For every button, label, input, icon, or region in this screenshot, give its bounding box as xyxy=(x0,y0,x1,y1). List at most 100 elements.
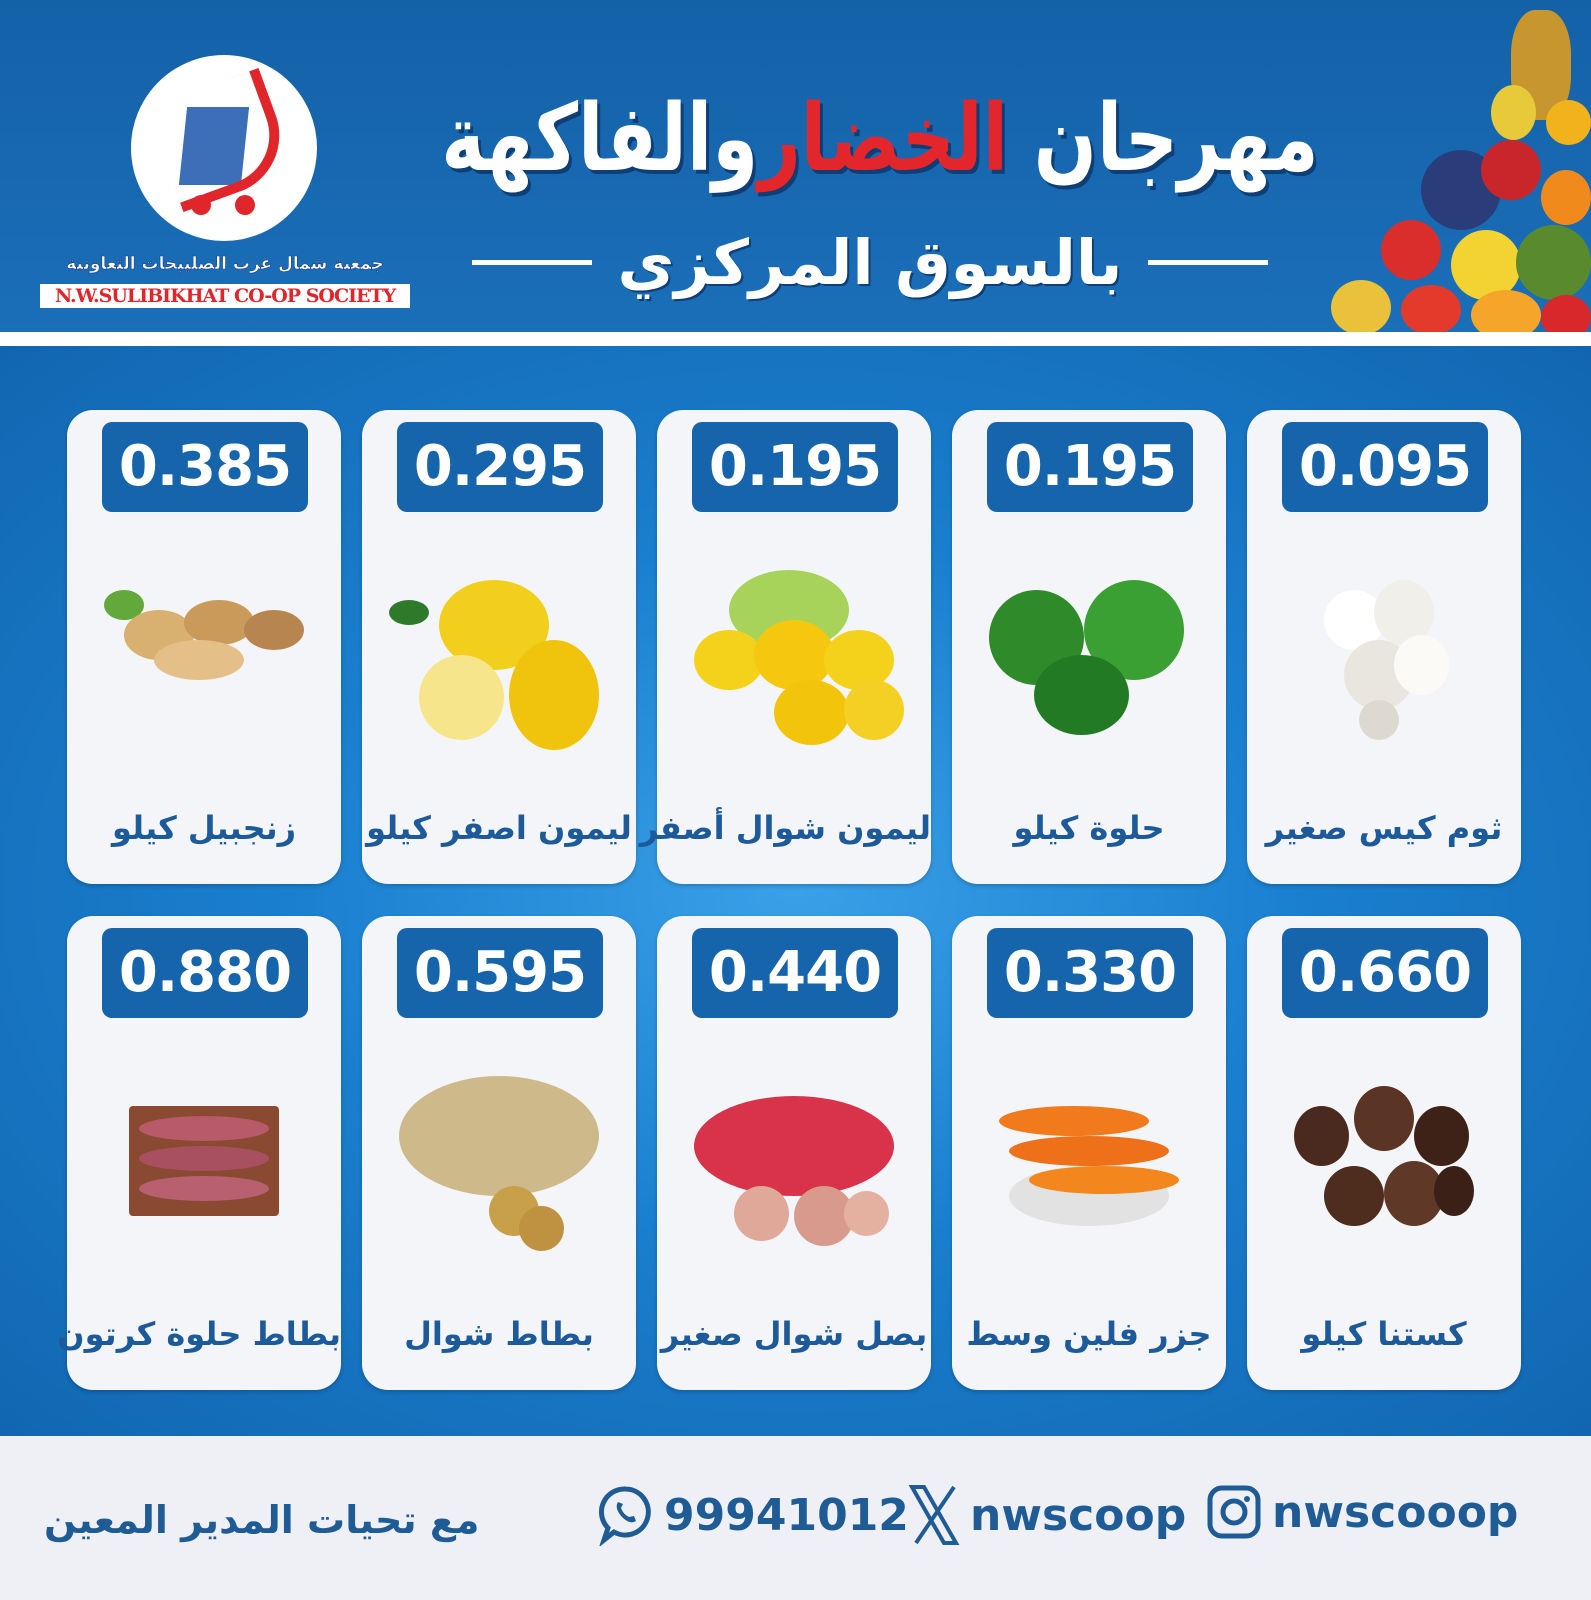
instagram-link[interactable]: nwscooop xyxy=(1206,1484,1518,1540)
price-badge: 0.295 xyxy=(397,422,603,512)
instagram-icon xyxy=(1207,1485,1261,1539)
logo-arabic-name: جمعية شمال غرب الصليبخات التعاونية xyxy=(66,254,384,275)
title-part2: والفاكهة xyxy=(441,85,759,193)
carrot-shape xyxy=(1029,1166,1179,1194)
product-name: بطاط حلوة كرتون xyxy=(57,1315,342,1353)
whatsapp-number: 99941012 xyxy=(664,1489,909,1541)
product-name: بصل شوال صغير xyxy=(660,1315,929,1353)
product-card[interactable]: 0.195 ليمون شوال أصفر xyxy=(639,410,932,884)
cart-swoosh-icon xyxy=(145,67,297,213)
cart-wheel-icon xyxy=(191,195,211,215)
product-grid: 0.095 ثوم كيس صغير 0.195 حلوة كيلو 0.195 ليمو… xyxy=(57,410,1521,1390)
lemon-bag-shape xyxy=(754,620,834,690)
price-badge: 0.385 xyxy=(102,422,308,512)
footer: nwscooop nwscoop 99941012 مع تحيات المدي… xyxy=(0,1436,1591,1600)
cart-wheel-icon xyxy=(235,195,255,215)
x-icon xyxy=(908,1485,960,1545)
instagram-handle: nwscooop xyxy=(1272,1486,1519,1538)
price-badge: 0.095 xyxy=(1282,422,1488,512)
fruits-image xyxy=(1311,0,1591,332)
divider xyxy=(1148,259,1269,265)
product-card[interactable]: 0.295 ليمون اصفر كيلو xyxy=(362,410,636,884)
green-pepper-image xyxy=(989,560,1189,760)
chestnut-shape xyxy=(1434,1166,1474,1216)
product-name: ثوم كيس صغير xyxy=(1265,809,1504,847)
product-name: ليمون شوال أصفر xyxy=(639,809,932,847)
subtitle: بالسوق المركزي xyxy=(617,225,1123,299)
divider xyxy=(471,259,592,265)
title-highlight: الخضار xyxy=(758,85,1008,193)
chestnut-shape xyxy=(1294,1106,1349,1166)
lemon-shape xyxy=(419,655,504,740)
lemon-bag-shape xyxy=(694,630,764,690)
page-title: مهرجان الخضاروالفاكهة xyxy=(400,70,1360,208)
product-card[interactable]: 0.385 زنجبيل كيلو xyxy=(67,410,341,884)
sweet-potato-box-shape xyxy=(139,1176,269,1201)
product-card[interactable]: 0.660 كستنا كيلو xyxy=(1247,916,1521,1390)
lemon-bag-shape xyxy=(774,680,849,745)
onion-bag-shape xyxy=(694,1096,894,1196)
lemon-bag-shape xyxy=(824,630,894,690)
sweet-potato-box-image xyxy=(129,1066,329,1266)
logo xyxy=(131,55,317,241)
ginger-shape xyxy=(154,640,244,680)
lemon-image xyxy=(389,560,599,760)
product-card[interactable]: 0.330 جزر فلين وسط xyxy=(952,916,1226,1390)
potato-bag-shape xyxy=(399,1076,599,1196)
product-card[interactable]: 0.595 بطاط شوال xyxy=(362,916,636,1390)
lemon-shape xyxy=(389,600,429,625)
lemon-bag-image xyxy=(694,560,904,760)
sweet-potato-box-shape xyxy=(139,1146,269,1171)
separator xyxy=(0,332,1591,346)
product-name: جزر فلين وسط xyxy=(966,1315,1212,1353)
product-name: ليمون اصفر كيلو xyxy=(366,809,633,847)
product-name: زنجبيل كيلو xyxy=(111,809,297,847)
product-name: بطاط شوال xyxy=(404,1315,595,1353)
price-badge: 0.195 xyxy=(692,422,898,512)
x-link[interactable]: nwscoop xyxy=(908,1484,1186,1546)
lemon-bag-shape xyxy=(844,680,904,740)
lemon-shape xyxy=(509,640,599,750)
chestnut-shape xyxy=(1354,1086,1414,1151)
potato-bag-shape xyxy=(519,1206,564,1251)
subtitle-row: بالسوق المركزي xyxy=(440,222,1300,302)
product-name: حلوة كيلو xyxy=(1013,809,1165,847)
header-banner: جمعية شمال غرب الصليبخات التعاونية N.W.S… xyxy=(0,0,1591,332)
chestnut-image xyxy=(1284,1066,1484,1266)
price-badge: 0.660 xyxy=(1282,928,1488,1018)
garlic-image xyxy=(1284,560,1484,760)
sweet-potato-box-shape xyxy=(139,1116,269,1141)
whatsapp-icon xyxy=(599,1486,651,1546)
onion-bag-shape xyxy=(844,1191,889,1236)
product-card[interactable]: 0.440 بصل شوال صغير xyxy=(657,916,931,1390)
price-badge: 0.880 xyxy=(102,928,308,1018)
product-card[interactable]: 0.195 حلوة كيلو xyxy=(952,410,1226,884)
product-name: كستنا كيلو xyxy=(1301,1315,1467,1353)
chestnut-shape xyxy=(1324,1166,1384,1226)
green-pepper-shape xyxy=(1034,655,1129,735)
carrot-image xyxy=(989,1066,1189,1266)
price-badge: 0.595 xyxy=(397,928,603,1018)
greeting: مع تحيات المدير المعين xyxy=(44,1498,480,1542)
logo-english-name: N.W.SULIBIKHAT CO-OP SOCIETY xyxy=(40,284,410,308)
x-handle: nwscoop xyxy=(970,1489,1187,1541)
price-badge: 0.440 xyxy=(692,928,898,1018)
onion-bag-image xyxy=(694,1066,894,1266)
title-part1: مهرجان xyxy=(1033,85,1319,193)
garlic-shape xyxy=(1359,700,1399,740)
ginger-shape xyxy=(184,600,254,645)
carrot-shape xyxy=(1009,1136,1169,1166)
garlic-shape xyxy=(1374,580,1434,645)
price-badge: 0.330 xyxy=(987,928,1193,1018)
price-badge: 0.195 xyxy=(987,422,1193,512)
whatsapp-link[interactable]: 99941012 xyxy=(598,1484,909,1546)
potato-bag-image xyxy=(399,1066,599,1266)
product-card[interactable]: 0.880 بطاط حلوة كرتون xyxy=(57,916,342,1390)
products-section: 0.095 ثوم كيس صغير 0.195 حلوة كيلو 0.195 ليمو… xyxy=(0,346,1591,1436)
ginger-image xyxy=(104,560,304,760)
garlic-shape xyxy=(1394,635,1449,695)
product-card[interactable]: 0.095 ثوم كيس صغير xyxy=(1247,410,1521,884)
chestnut-shape xyxy=(1414,1106,1469,1166)
ginger-shape xyxy=(244,610,304,650)
onion-bag-shape xyxy=(734,1186,789,1241)
